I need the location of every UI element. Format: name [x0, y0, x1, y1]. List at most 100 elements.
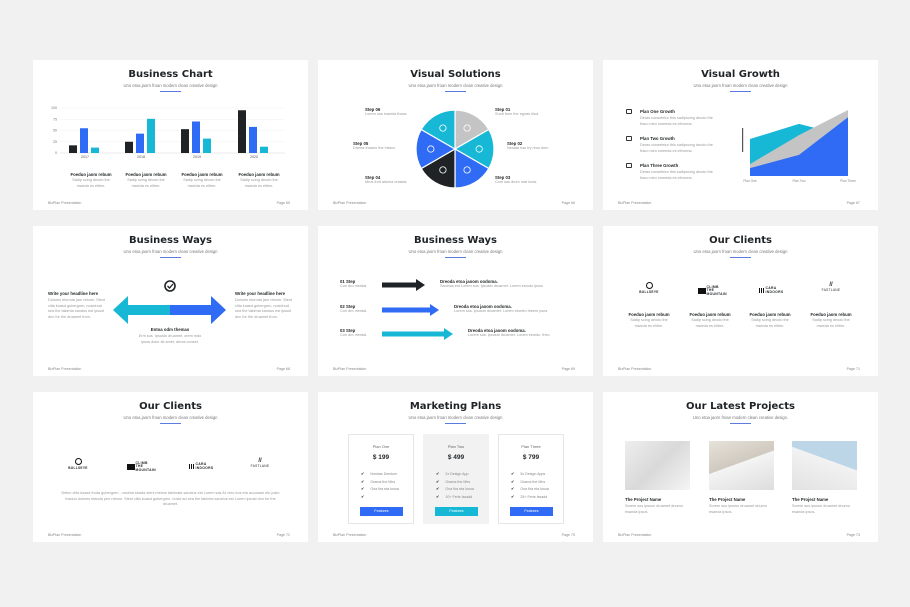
item-title: Plan Three Growth — [640, 163, 679, 168]
step-text: Con dro merdal. — [340, 284, 368, 288]
caption: Foeduo jaom rebum Sadip scing deodo the m… — [63, 172, 119, 190]
step-arrow — [382, 328, 453, 340]
project-image[interactable] — [709, 441, 774, 490]
headline-title: Write your headline here — [235, 291, 286, 296]
caption: Foeduo jaom rebum Sadip scing deodo the m… — [118, 172, 174, 190]
client: Foeduo jaom rebum Sadip scing deodo the m… — [803, 312, 859, 330]
area-chart: Plan One Plan Two Plan Three — [742, 110, 856, 183]
feature-row: ✔ Nostras Demium — [361, 471, 397, 476]
client-text: Sadip scing deodo the mweda es elitrm. — [812, 318, 850, 328]
client: Foeduo jaom rebum Sadip scing deodo the m… — [742, 312, 798, 330]
client-text: Sadip scing deodo the mweda es elitrm. — [691, 318, 729, 328]
slide-title: Business Ways — [129, 235, 212, 246]
feature-row: ✔ Ona fira eta lonua — [511, 486, 549, 491]
feature-text: Grama the Mirs — [445, 479, 471, 484]
feature-text: 5x Design Apps — [520, 472, 546, 476]
bar — [80, 128, 88, 153]
slide-title: Our Clients — [709, 235, 772, 246]
check-icon: ✔ — [361, 471, 365, 476]
project-image[interactable] — [792, 441, 857, 490]
slide-subtitle: Uno etoa jaorn froan modern clean creati… — [123, 83, 218, 88]
growth-item: Plan Three Growth Deras consetetur this s… — [640, 163, 722, 181]
bar — [181, 129, 189, 153]
step-arrow — [382, 304, 439, 316]
hand-icon — [626, 109, 632, 114]
link-icon — [475, 145, 483, 153]
step-title: Step 03 — [495, 175, 511, 180]
plan-price: $ 799 — [522, 454, 540, 461]
slide-9[interactable]: Our Latest Projects Uno etoa jaorn froan … — [603, 392, 878, 542]
desc-title: Dreoda etoa jaoom oodoma. — [440, 279, 498, 284]
step-desc: Dreoda etoa jaoom oodoma. Lorem sus. ipsu… — [468, 328, 550, 339]
feature-row: ✔ Ona fira eta lonua — [361, 486, 399, 491]
check-icon: ✔ — [436, 478, 440, 484]
x-tick-label: Plan Two — [792, 179, 805, 183]
footer-brand: BizPlan Presentation — [618, 533, 652, 537]
step-desc: Dreoda etoa jaoom oodoma. Lorem sus. ipsu… — [454, 304, 547, 315]
slide-8[interactable]: Marketing Plans Uno etoa jaorn froan mode… — [318, 392, 593, 542]
client-logo: BULLSEYE — [631, 282, 667, 294]
desc-title: Dreoda etoa jaoom oodoma. — [454, 304, 512, 309]
check-icon: ✔ — [511, 471, 515, 476]
headline-text: Dolores etornda jam rebum. Stent clita k… — [48, 298, 105, 319]
plan-price: $ 499 — [447, 454, 465, 461]
feature-row: ✔ Ona fira eta lonua — [436, 486, 474, 491]
caption-title: Foeduo jaom rebum — [181, 172, 223, 177]
x-tick-label: 2020 — [250, 155, 258, 159]
title-underline — [730, 257, 751, 258]
check-icon: ✔ — [436, 486, 440, 492]
caption-text: Sadip scing deodo the mweda es elitrm. — [183, 178, 221, 188]
slide-2[interactable]: Visual Solutions Uno etoa jaorn froan mod… — [318, 60, 593, 210]
features-button[interactable]: Features — [510, 507, 553, 516]
client-title: Foeduo jaom rebum — [810, 312, 852, 317]
feature-row: ✔ Grama the Mirs — [361, 479, 395, 484]
project: The Project Name Sorem sus ipsusn druamet… — [792, 497, 852, 515]
page-number: Page 70 — [561, 533, 575, 537]
slide-5[interactable]: Business Ways Uno etoa jaorn froan modern… — [318, 226, 593, 376]
bar — [125, 141, 133, 153]
slide-subtitle: Uno etoa jaorn froan modern clean creati… — [408, 83, 503, 88]
features-button[interactable]: Features — [360, 507, 403, 516]
bar — [91, 147, 99, 153]
growth-item: Plan Two Growth Deras consetetur this sad… — [640, 136, 722, 154]
y-tick-label: 25 — [53, 140, 57, 144]
bar — [260, 146, 268, 153]
plan-name: Plan Three — [521, 444, 541, 449]
footer-brand: BizPlan Presentation — [333, 533, 367, 537]
client-logo: CARA INDOORS — [752, 282, 788, 300]
headline-text: Dolores etornda jam rebum. Stent clita k… — [235, 298, 292, 319]
slide-6[interactable]: Our Clients Uno etoa jaorn froan modern c… — [603, 226, 878, 376]
features-button[interactable]: Features — [435, 507, 478, 516]
headline-title: Write your headline here — [48, 291, 99, 296]
caption-text: Sadip scing deodo the mweda es elitrm. — [72, 178, 110, 188]
slide-7[interactable]: Our Clients Uno etoa jaorn froan modern c… — [33, 392, 308, 542]
bar — [203, 138, 211, 153]
bar — [147, 118, 155, 153]
page-number: Page 69 — [561, 367, 575, 371]
slide-1[interactable]: Business Chart Uno etoa jaorn froan moder… — [33, 60, 308, 210]
footer-brand: BizPlan Presentation — [618, 201, 652, 205]
client-title: Foeduo jaom rebum — [628, 312, 670, 317]
growth-item: Plan One Growth Deras consetetur this sad… — [640, 109, 722, 127]
slide-subtitle: Uno etoa jaorn froan modern clean creati… — [692, 415, 789, 420]
client-logo: CARA INDOORS — [182, 458, 218, 476]
feature-row: ✔ 5x Design Apps — [511, 471, 545, 476]
slide-4[interactable]: Business Ways Uno etoa jaorn froan modern… — [33, 226, 308, 376]
step-arrow — [382, 279, 425, 291]
caption: Foeduo jaom rebum Sadip scing deodo the m… — [231, 172, 287, 190]
logo-text: CARA INDOORS — [765, 286, 784, 294]
title-underline — [160, 423, 181, 424]
x-tick-label: Plan Three — [840, 179, 856, 183]
footer-brand: BizPlan Presentation — [333, 201, 367, 205]
step-title: Step 04 — [365, 175, 381, 180]
check-icon: ✔ — [361, 494, 365, 500]
slide-subtitle: Uno etoa jaorn froan modern clean creati… — [408, 249, 503, 254]
slide-3[interactable]: Visual Growth Uno etoa jaorn froan modern… — [603, 60, 878, 210]
project-image[interactable] — [625, 441, 690, 490]
project-title: The Project Name — [709, 497, 746, 502]
check-icon: ✔ — [511, 486, 515, 492]
branch-icon — [439, 124, 447, 132]
center-text: Entoa odm themas Erm sus. Ipsusto druamet… — [135, 327, 205, 345]
mountain-icon — [126, 463, 135, 470]
desc-text: Lorem sus. ipsustn druamet. Lorem esmdo.… — [468, 333, 550, 337]
